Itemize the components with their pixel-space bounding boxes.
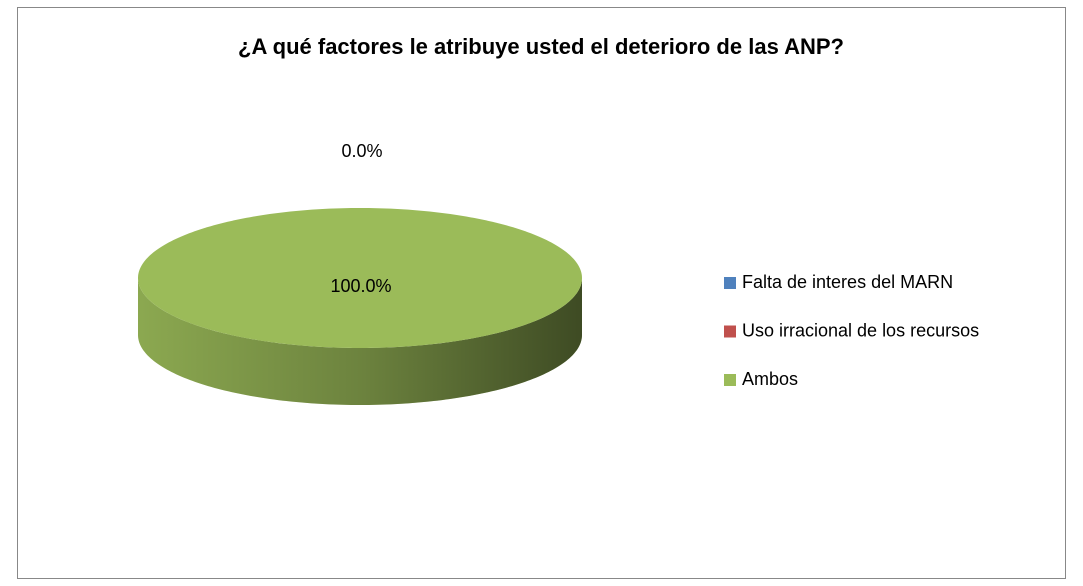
legend-swatch: [724, 325, 736, 338]
legend-label: Uso irracional de los recursos: [742, 320, 979, 340]
data-label: 0.0%: [341, 141, 382, 161]
legend-label: Falta de interes del MARN: [742, 272, 953, 292]
data-label: 100.0%: [330, 276, 391, 296]
chart-title: ¿A qué factores le atribuye usted el det…: [238, 34, 844, 59]
legend-swatch: [724, 374, 736, 386]
legend-label: Ambos: [742, 369, 798, 389]
legend-swatch: [724, 277, 736, 289]
pie-slice: [138, 208, 582, 348]
pie-slice-side-shade: [138, 278, 582, 405]
